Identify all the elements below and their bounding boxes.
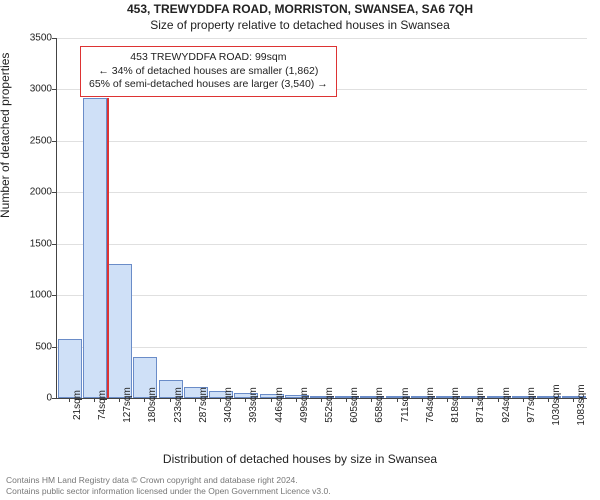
- x-tick-mark: [220, 398, 221, 402]
- x-tick-mark: [346, 398, 347, 402]
- x-tick-label: 924sqm: [501, 387, 512, 423]
- info-box: 453 TREWYDDFA ROAD: 99sqm ← 34% of detac…: [80, 46, 337, 97]
- bar: [83, 98, 107, 398]
- y-tick-label: 3000: [12, 84, 52, 95]
- x-tick-label: 711sqm: [400, 388, 411, 423]
- grid-line: [57, 38, 587, 39]
- y-axis-label: Number of detached properties: [0, 53, 12, 218]
- footer-line-1: Contains HM Land Registry data © Crown c…: [6, 475, 331, 486]
- x-tick-mark: [271, 398, 272, 402]
- y-tick-label: 3500: [12, 33, 52, 44]
- y-tick-label: 2000: [12, 187, 52, 198]
- x-tick-label: 180sqm: [147, 387, 158, 423]
- x-tick-label: 287sqm: [198, 387, 209, 423]
- y-tick-mark: [52, 295, 56, 296]
- y-tick-mark: [52, 347, 56, 348]
- chart-title: 453, TREWYDDFA ROAD, MORRISTON, SWANSEA,…: [0, 2, 600, 16]
- grid-line: [57, 347, 587, 348]
- bar: [108, 264, 132, 398]
- x-tick-label: 21sqm: [72, 390, 83, 420]
- info-line-3: 65% of semi-detached houses are larger (…: [89, 78, 328, 92]
- x-tick-mark: [94, 398, 95, 402]
- chart-subtitle: Size of property relative to detached ho…: [0, 18, 600, 32]
- x-tick-mark: [397, 398, 398, 402]
- x-tick-label: 552sqm: [324, 387, 335, 423]
- x-tick-label: 818sqm: [450, 387, 461, 423]
- x-tick-label: 127sqm: [122, 387, 133, 423]
- footer: Contains HM Land Registry data © Crown c…: [6, 475, 331, 497]
- grid-line: [57, 295, 587, 296]
- x-tick-label: 233sqm: [173, 387, 184, 423]
- grid-line: [57, 192, 587, 193]
- y-tick-label: 2500: [12, 135, 52, 146]
- x-tick-mark: [170, 398, 171, 402]
- x-tick-mark: [447, 398, 448, 402]
- info-line-1: 453 TREWYDDFA ROAD: 99sqm: [89, 51, 328, 65]
- y-tick-mark: [52, 89, 56, 90]
- x-tick-label: 977sqm: [526, 387, 537, 423]
- y-tick-mark: [52, 141, 56, 142]
- y-tick-mark: [52, 38, 56, 39]
- x-tick-label: 658sqm: [374, 387, 385, 423]
- x-tick-label: 1083sqm: [576, 384, 587, 425]
- grid-line: [57, 244, 587, 245]
- x-tick-mark: [119, 398, 120, 402]
- x-tick-mark: [245, 398, 246, 402]
- x-tick-label: 605sqm: [349, 387, 360, 423]
- x-tick-mark: [523, 398, 524, 402]
- y-tick-label: 1500: [12, 238, 52, 249]
- chart-container: 453, TREWYDDFA ROAD, MORRISTON, SWANSEA,…: [0, 0, 600, 500]
- y-tick-label: 500: [12, 341, 52, 352]
- x-tick-label: 340sqm: [223, 387, 234, 423]
- x-tick-mark: [321, 398, 322, 402]
- grid-line: [57, 141, 587, 142]
- y-tick-mark: [52, 244, 56, 245]
- x-tick-mark: [69, 398, 70, 402]
- x-tick-mark: [371, 398, 372, 402]
- x-tick-label: 1030sqm: [551, 384, 562, 425]
- y-tick-label: 0: [12, 393, 52, 404]
- footer-line-2: Contains public sector information licen…: [6, 486, 331, 497]
- x-tick-mark: [144, 398, 145, 402]
- x-tick-label: 871sqm: [475, 387, 486, 423]
- x-tick-mark: [195, 398, 196, 402]
- x-tick-mark: [498, 398, 499, 402]
- x-tick-mark: [573, 398, 574, 402]
- x-tick-mark: [472, 398, 473, 402]
- x-tick-label: 393sqm: [248, 387, 259, 423]
- y-tick-label: 1000: [12, 290, 52, 301]
- x-tick-label: 74sqm: [97, 390, 108, 420]
- marker-line: [107, 98, 109, 398]
- x-tick-mark: [296, 398, 297, 402]
- x-axis-label: Distribution of detached houses by size …: [0, 452, 600, 466]
- x-tick-label: 764sqm: [425, 387, 436, 423]
- x-tick-label: 499sqm: [299, 387, 310, 423]
- y-tick-mark: [52, 398, 56, 399]
- x-tick-mark: [548, 398, 549, 402]
- info-line-2: ← 34% of detached houses are smaller (1,…: [89, 65, 328, 79]
- y-tick-mark: [52, 192, 56, 193]
- x-tick-label: 446sqm: [274, 387, 285, 423]
- x-tick-mark: [422, 398, 423, 402]
